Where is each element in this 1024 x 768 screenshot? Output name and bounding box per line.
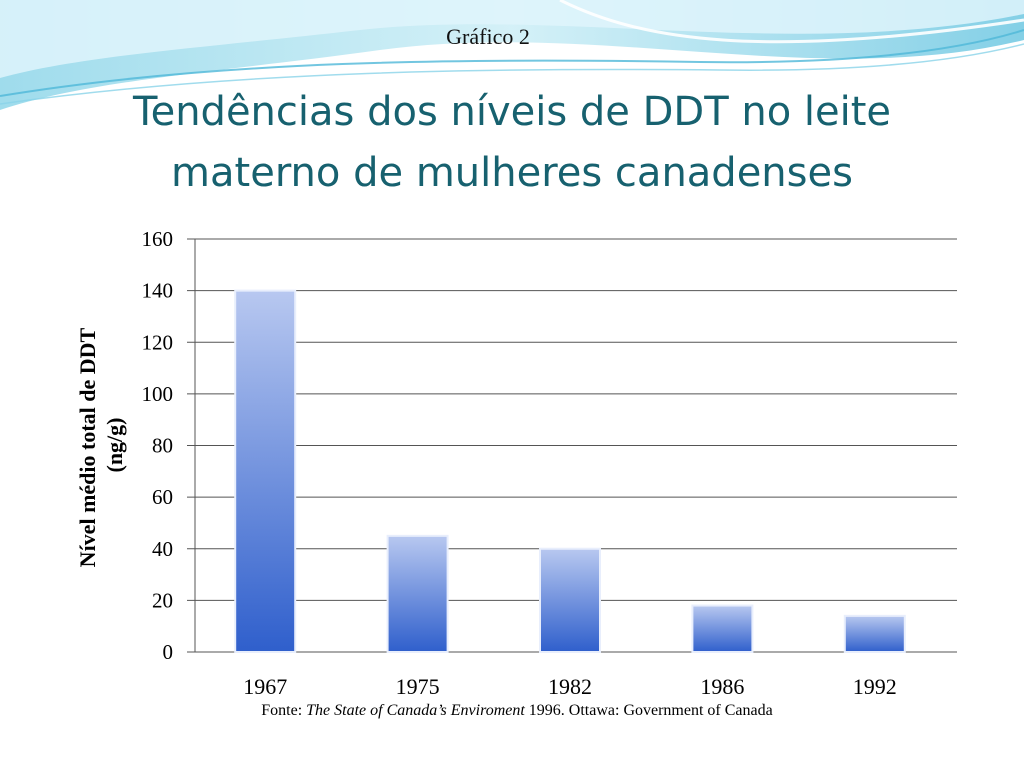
y-tick-label: 80 [152, 434, 173, 458]
bar-1992 [843, 614, 906, 653]
y-axis-label-line-2: (ng/g) [102, 418, 127, 473]
source-title: The State of Canada’s Enviroment [306, 702, 525, 719]
y-tick-label: 20 [152, 588, 173, 612]
title-line-1: Tendências dos níveis de DDT no leite [132, 89, 892, 135]
y-tick-label: 60 [152, 485, 173, 509]
y-tick-label: 40 [152, 537, 173, 561]
y-tick-label: 140 [142, 279, 174, 303]
bar-1975 [386, 534, 449, 653]
title-line-2: materno de mulheres canadenses [171, 150, 853, 196]
slide-caption: Gráfico 2 [446, 24, 530, 49]
bar-1982 [539, 547, 601, 653]
slide-title: Tendências dos níveis de DDT no leite ma… [62, 82, 962, 204]
y-tick-label: 100 [142, 382, 174, 406]
bar-1986 [691, 604, 754, 653]
x-tick-label: 1986 [700, 674, 744, 699]
y-tick-label: 120 [142, 330, 174, 354]
bar-1967 [234, 289, 297, 653]
y-tick-label: 160 [142, 227, 174, 251]
x-tick-label: 1975 [396, 674, 440, 699]
source-suffix: 1996. Ottawa: Government of Canada [524, 702, 773, 719]
x-tick-label: 1992 [853, 674, 897, 699]
x-tick-label: 1982 [548, 674, 592, 699]
y-tick-label: 0 [163, 640, 174, 664]
x-tick-label: 1967 [243, 674, 287, 699]
source-prefix: Fonte: [261, 702, 307, 719]
y-axis-label: Nível médio total de DDT (ng/g) [75, 323, 127, 568]
source-note: Fonte: The State of Canada’s Enviroment … [0, 702, 1024, 720]
y-axis-label-line-1: Nível médio total de DDT [75, 327, 100, 567]
